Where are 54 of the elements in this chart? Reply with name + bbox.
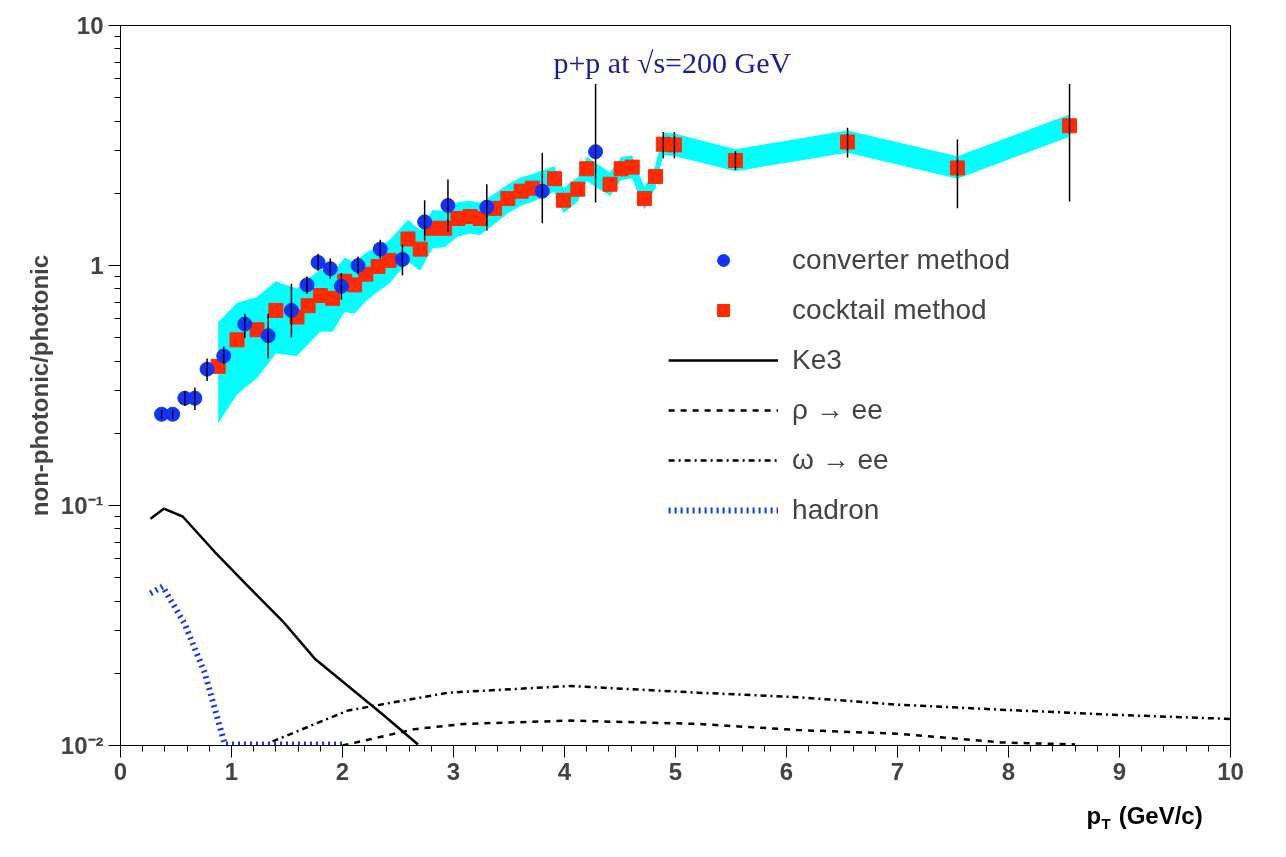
point [840, 134, 856, 150]
y-tick-label: 10⁻² [60, 732, 104, 759]
x-tick-label: 3 [446, 757, 461, 785]
point [579, 161, 595, 177]
legend-label: Ke3 [792, 344, 842, 376]
point [666, 137, 682, 153]
point [268, 302, 284, 318]
point [1062, 118, 1078, 134]
legend-label: ρ → ee [792, 394, 883, 426]
point [283, 302, 299, 318]
x-tick-label: 4 [557, 757, 572, 785]
point [417, 214, 433, 230]
point [500, 191, 516, 207]
point [229, 332, 245, 348]
x-tick-label: 2 [335, 757, 350, 785]
y-tick-label: 1 [90, 252, 104, 279]
point [325, 290, 341, 306]
point [547, 171, 563, 187]
point [322, 261, 338, 277]
legend-label: cocktail method [792, 294, 987, 326]
point [555, 192, 571, 208]
point [727, 152, 743, 168]
x-tick-label: 5 [668, 757, 683, 785]
point [412, 241, 428, 257]
y-axis-title: non-photonic/photonic [25, 254, 53, 517]
point [216, 348, 232, 364]
point [648, 168, 664, 184]
legend-label: hadron [792, 494, 880, 526]
x-tick-label: 6 [779, 757, 794, 785]
x-tick-label: 9 [1112, 757, 1127, 785]
x-tick-label: 10 [1217, 757, 1244, 785]
legend-label: converter method [792, 244, 1010, 276]
point [333, 278, 349, 294]
x-tick-label: 8 [1001, 757, 1016, 785]
x-tick-label: 1 [224, 757, 239, 785]
point [534, 183, 550, 199]
annotation: p+p at √s=200 GeV [553, 45, 792, 79]
point [588, 144, 604, 160]
point [949, 160, 965, 176]
x-tick-label: 0 [113, 757, 128, 785]
point [570, 181, 586, 197]
point [300, 298, 316, 314]
point [602, 176, 618, 192]
point [636, 191, 652, 207]
y-tick-label: 10 [76, 12, 104, 39]
point [624, 159, 640, 175]
point [400, 231, 416, 247]
x-tick-label: 7 [890, 757, 905, 785]
point [381, 252, 397, 268]
y-tick-label: 10⁻¹ [60, 492, 104, 519]
point [394, 251, 410, 267]
point [165, 406, 181, 422]
point [347, 277, 363, 293]
legend-label: ω → ee [792, 444, 889, 476]
